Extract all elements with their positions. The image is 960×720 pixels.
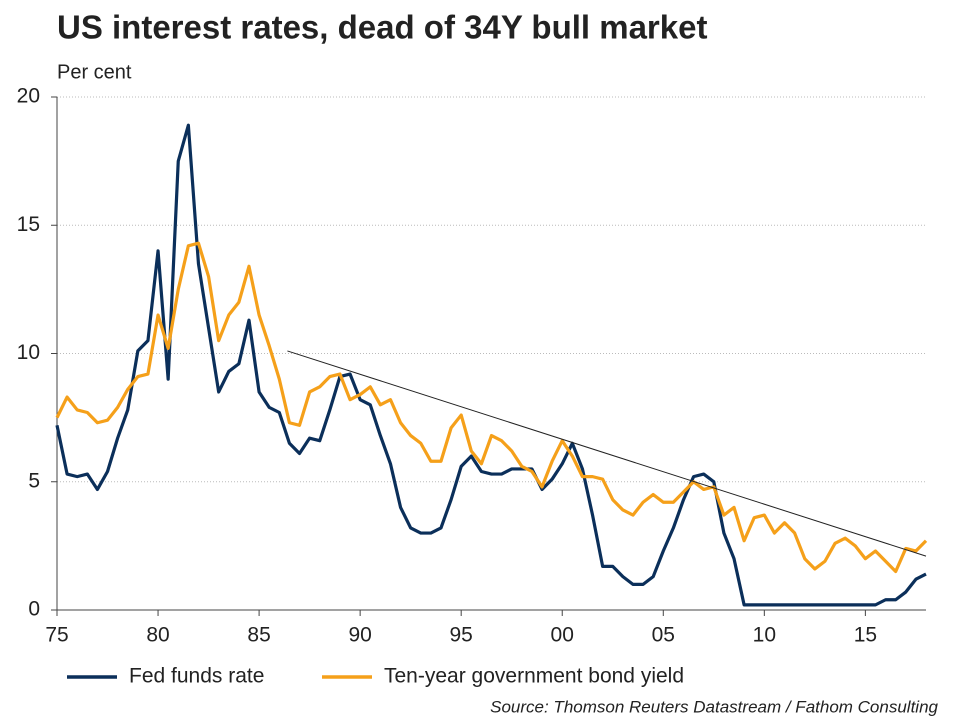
source: Source: Thomson Reuters Datastream / Fat… — [490, 697, 938, 716]
y-tick-label: 15 — [17, 213, 40, 236]
legend-label: Fed funds rate — [129, 665, 264, 688]
x-tick-label: 15 — [854, 624, 877, 647]
x-tick-label: 85 — [247, 624, 270, 647]
y-tick-label: 20 — [17, 85, 40, 108]
x-tick-label: 80 — [146, 624, 169, 647]
chart-title: US interest rates, dead of 34Y bull mark… — [57, 9, 707, 46]
x-tick-label: 95 — [450, 624, 473, 647]
legend-label: Ten-year government bond yield — [384, 665, 684, 688]
x-tick-label: 90 — [348, 624, 371, 647]
y-tick-label: 0 — [28, 598, 40, 621]
y-tick-label: 10 — [17, 341, 40, 364]
series-line — [55, 123, 927, 607]
trend-line — [287, 350, 927, 557]
y-axis-label: Per cent — [57, 61, 132, 83]
x-tick-label: 00 — [551, 624, 574, 647]
x-tick-label: 75 — [45, 624, 68, 647]
series-line — [55, 241, 928, 574]
x-tick-label: 05 — [652, 624, 675, 647]
y-tick-label: 5 — [28, 469, 40, 492]
x-tick-label: 10 — [753, 624, 776, 647]
